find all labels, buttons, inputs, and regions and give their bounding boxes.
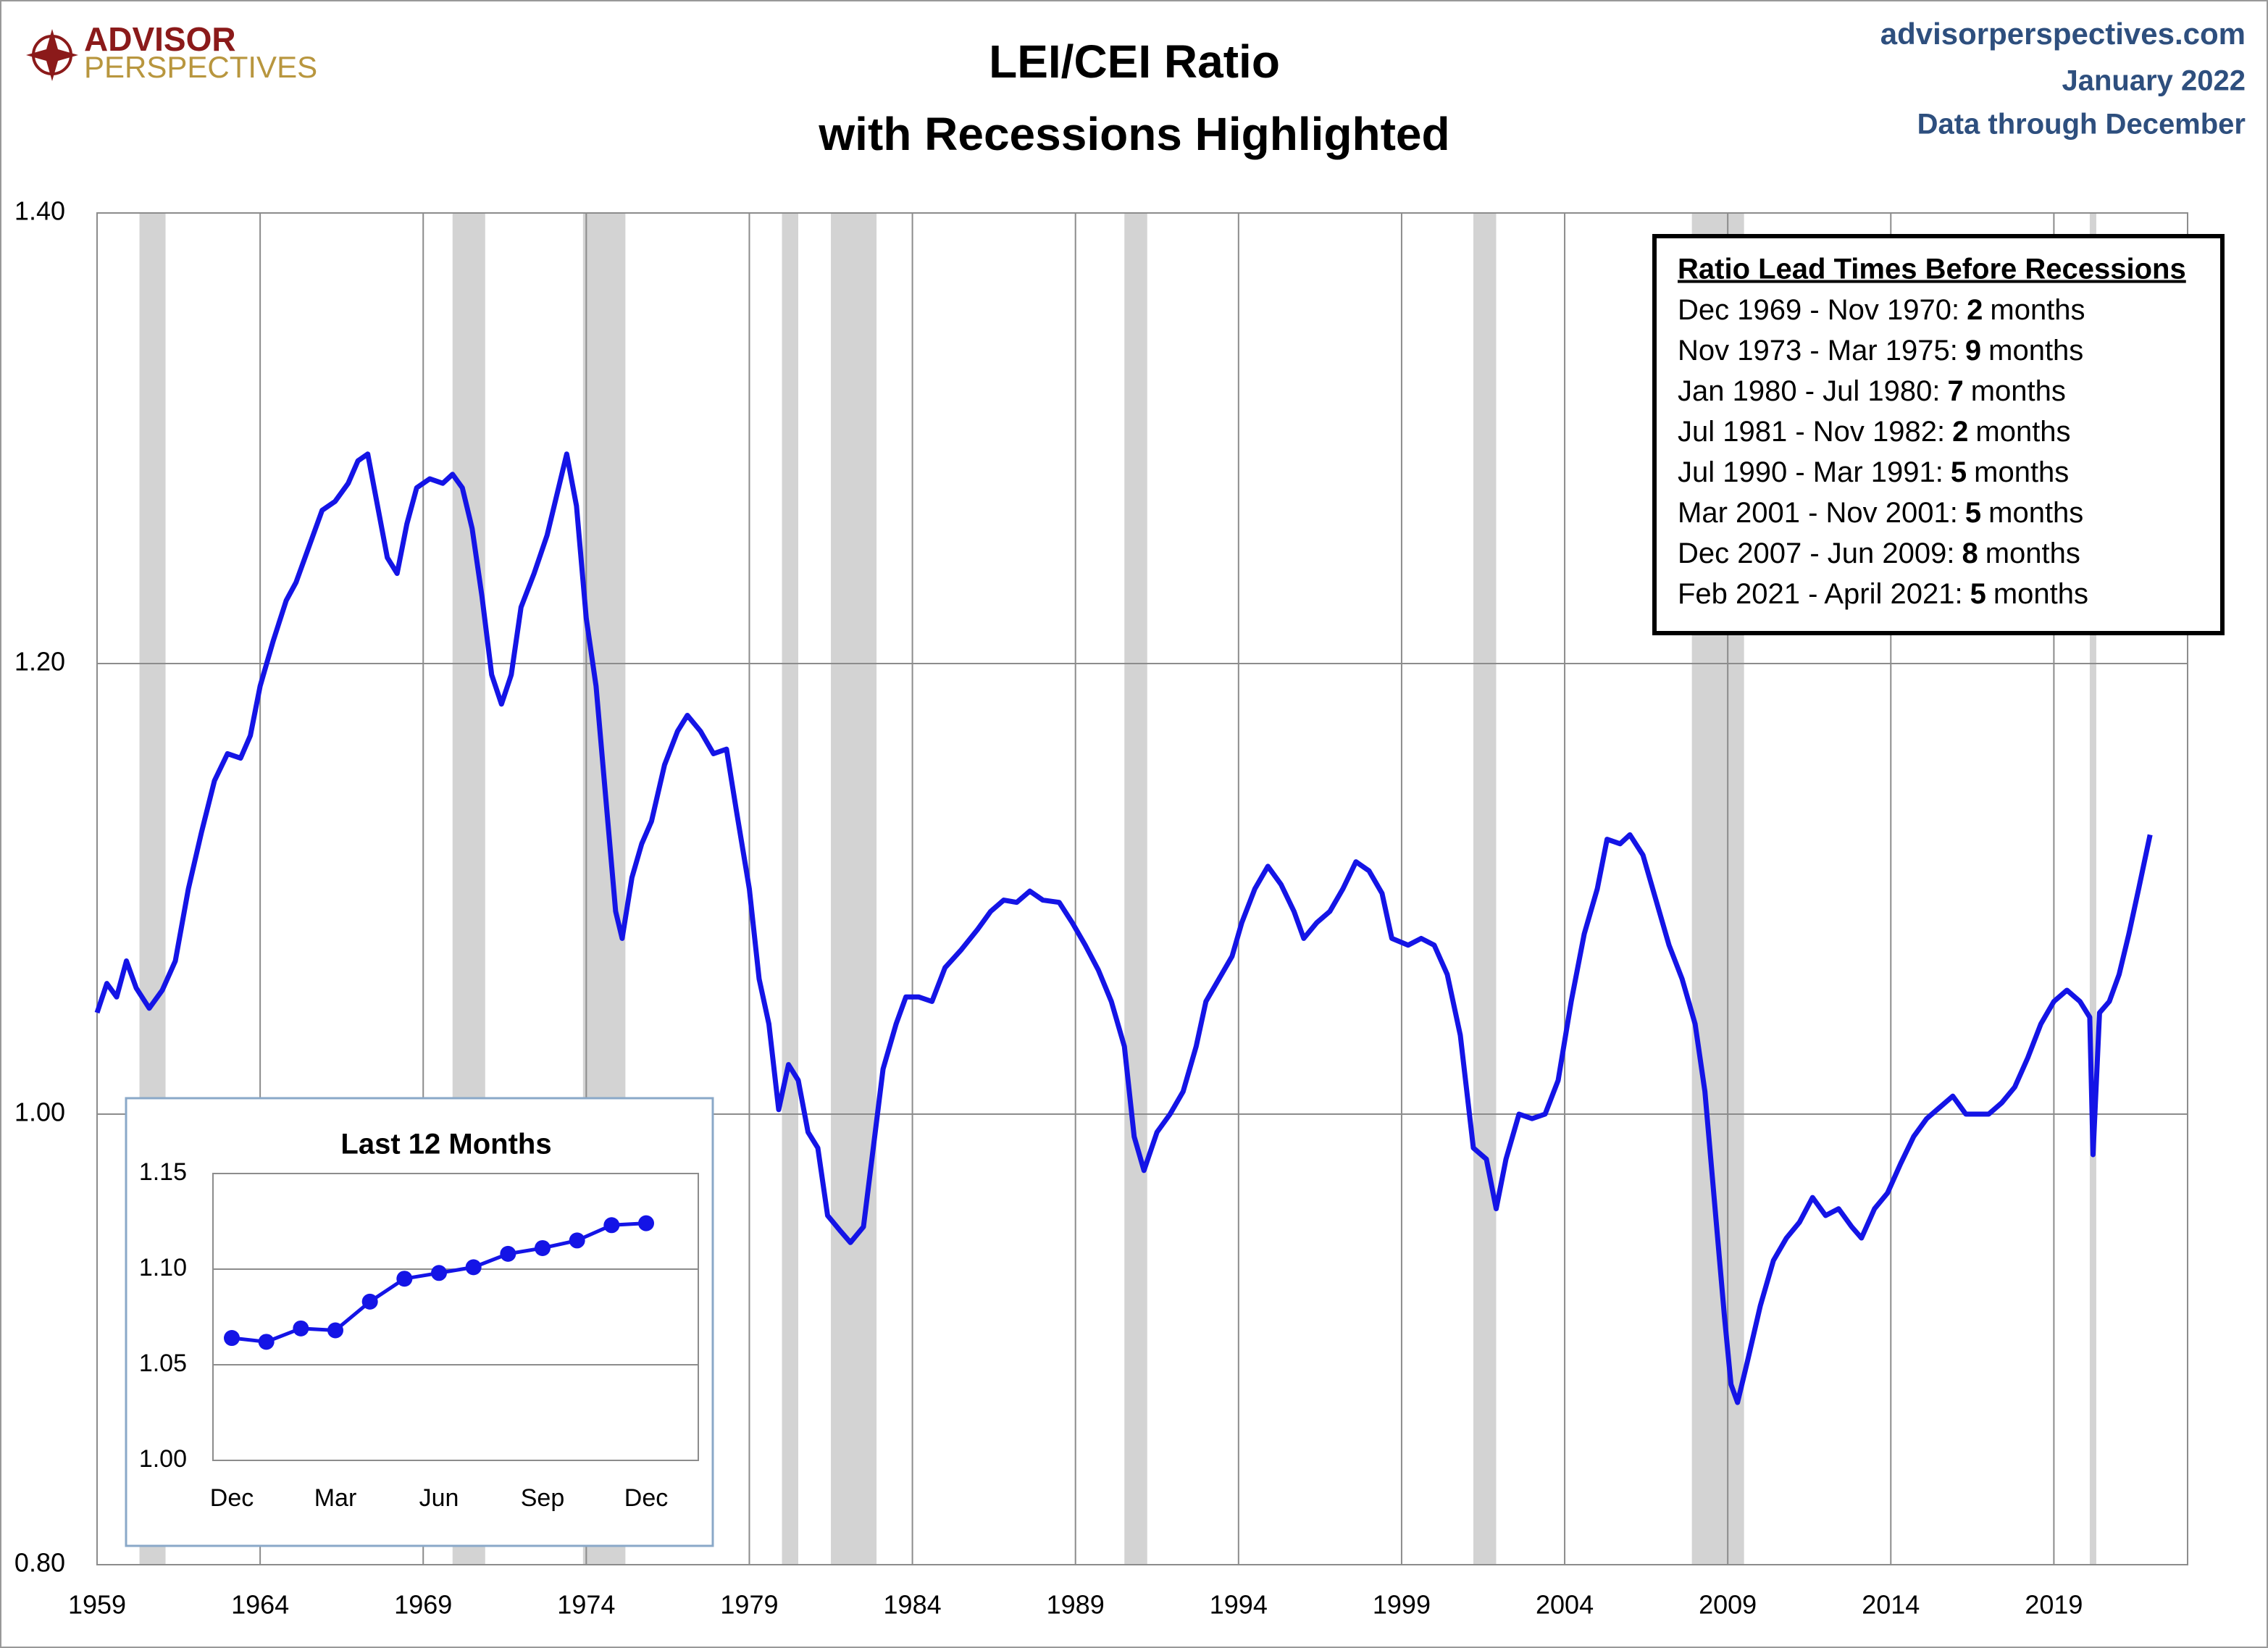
- chart-subtitle: with Recessions Highlighted: [818, 108, 1449, 160]
- annotation-unit: months: [1974, 456, 2069, 488]
- data-point: [535, 1239, 551, 1256]
- annotation-period: Jan 1980 - Jul 1980:: [1678, 375, 1940, 407]
- data-point: [361, 1293, 378, 1310]
- x-tick-label: 2019: [2025, 1590, 2083, 1620]
- x-tick-label: Dec: [624, 1484, 668, 1512]
- data-point: [603, 1217, 620, 1234]
- x-tick-label: 1984: [884, 1590, 942, 1620]
- y-tick-label: 0.80: [14, 1548, 65, 1578]
- annotation-months: 5: [1965, 497, 1981, 529]
- annotation-row: Mar 2001 - Nov 2001: 5 months: [1678, 497, 2083, 529]
- y-tick-label: 1.05: [139, 1350, 187, 1377]
- y-tick-label: 1.00: [139, 1445, 187, 1473]
- x-tick-label: 2009: [1699, 1590, 1757, 1620]
- annotation-unit: months: [1975, 416, 2070, 448]
- x-tick-label: 1999: [1373, 1590, 1431, 1620]
- x-tick-label: 1979: [720, 1590, 778, 1620]
- annotation-months: 2: [1967, 294, 1983, 326]
- annotation-row: Nov 1973 - Mar 1975: 9 months: [1678, 335, 2083, 367]
- plot-border: [96, 212, 2188, 1565]
- annotation-period: Feb 2021 - April 2021:: [1678, 578, 1963, 610]
- x-tick-label: Mar: [314, 1484, 357, 1512]
- logo-compass: [26, 29, 78, 81]
- annotation-unit: months: [1985, 538, 2080, 569]
- date: January 2022: [2062, 65, 2246, 97]
- annotation-row: Jul 1981 - Nov 1982: 2 months: [1678, 416, 2071, 448]
- x-tick-label: 2014: [1862, 1590, 1920, 1620]
- inset-title: Last 12 Months: [340, 1129, 551, 1160]
- logo-text: PERSPECTIVES: [84, 50, 317, 84]
- annotation-period: Dec 1969 - Nov 1970:: [1678, 294, 1959, 326]
- x-tick-label: Jun: [419, 1484, 459, 1512]
- annotation-months: 5: [1970, 578, 1986, 610]
- y-tick-label: 1.20: [14, 647, 65, 677]
- recession-band: [1473, 213, 1497, 1565]
- logo: [26, 29, 78, 81]
- y-tick-label: 1.10: [139, 1254, 187, 1281]
- annotation-period: Nov 1973 - Mar 1975:: [1678, 335, 1958, 367]
- annotation-unit: months: [1971, 375, 2066, 407]
- logo-text: ADVISOR: [84, 20, 236, 58]
- annotation-unit: months: [1993, 578, 2088, 610]
- annotation-months: 8: [1962, 538, 1978, 569]
- chart-title: LEI/CEI Ratio: [989, 35, 1280, 88]
- x-tick-label: 1994: [1210, 1590, 1268, 1620]
- recession-band: [1124, 213, 1147, 1565]
- plot-border: [212, 1173, 699, 1461]
- annotation-unit: months: [1988, 335, 2083, 367]
- data-point: [500, 1245, 516, 1262]
- annotation-row: Jul 1990 - Mar 1991: 5 months: [1678, 456, 2069, 488]
- data-point: [465, 1259, 482, 1276]
- y-tick-label: 1.00: [14, 1097, 65, 1127]
- inset-box: [125, 1097, 714, 1547]
- annotation-months: 5: [1951, 456, 1967, 488]
- annotation-months: 2: [1952, 416, 1968, 448]
- data-point: [327, 1322, 343, 1339]
- x-tick-label: Dec: [210, 1484, 254, 1512]
- x-tick-label: 1969: [394, 1590, 452, 1620]
- annotation-period: Jul 1981 - Nov 1982:: [1678, 416, 1945, 448]
- annotation-row: Feb 2021 - April 2021: 5 months: [1678, 578, 2088, 610]
- data-point: [293, 1320, 309, 1337]
- x-tick-label: Sep: [521, 1484, 565, 1512]
- recession-band: [2089, 213, 2096, 1565]
- data-point: [638, 1215, 654, 1231]
- note: Data through December: [1917, 109, 2246, 141]
- annotation-row: Jan 1980 - Jul 1980: 7 months: [1678, 375, 2066, 407]
- x-tick-label: 1959: [68, 1590, 126, 1620]
- annotation-row: Dec 1969 - Nov 1970: 2 months: [1678, 294, 2085, 326]
- data-point: [224, 1330, 240, 1347]
- annotation-unit: months: [1988, 497, 2083, 529]
- x-tick-label: 1989: [1047, 1590, 1105, 1620]
- data-point: [431, 1265, 447, 1281]
- x-tick-label: 2004: [1536, 1590, 1594, 1620]
- recession-band: [831, 213, 877, 1565]
- x-tick-label: 1964: [231, 1590, 289, 1620]
- annotation-months: 7: [1947, 375, 1963, 407]
- annotation-box: [1652, 234, 2225, 635]
- recession-band: [782, 213, 799, 1565]
- annotation-unit: months: [1990, 294, 2085, 326]
- data-point: [258, 1334, 275, 1350]
- annotation-title: Ratio Lead Times Before Recessions: [1678, 254, 2186, 285]
- data-point: [396, 1271, 413, 1287]
- data-line: [94, 451, 2153, 1405]
- source: advisorperspectives.com: [1880, 17, 2246, 51]
- annotation-months: 9: [1965, 335, 1981, 367]
- y-tick-label: 1.40: [14, 196, 65, 226]
- y-tick-label: 1.15: [139, 1158, 187, 1186]
- annotation-row: Dec 2007 - Jun 2009: 8 months: [1678, 538, 2080, 569]
- data-point: [569, 1232, 585, 1249]
- annotation-period: Jul 1990 - Mar 1991:: [1678, 456, 1943, 488]
- annotation-period: Mar 2001 - Nov 2001:: [1678, 497, 1958, 529]
- annotation-period: Dec 2007 - Jun 2009:: [1678, 538, 1954, 569]
- x-tick-label: 1974: [557, 1590, 615, 1620]
